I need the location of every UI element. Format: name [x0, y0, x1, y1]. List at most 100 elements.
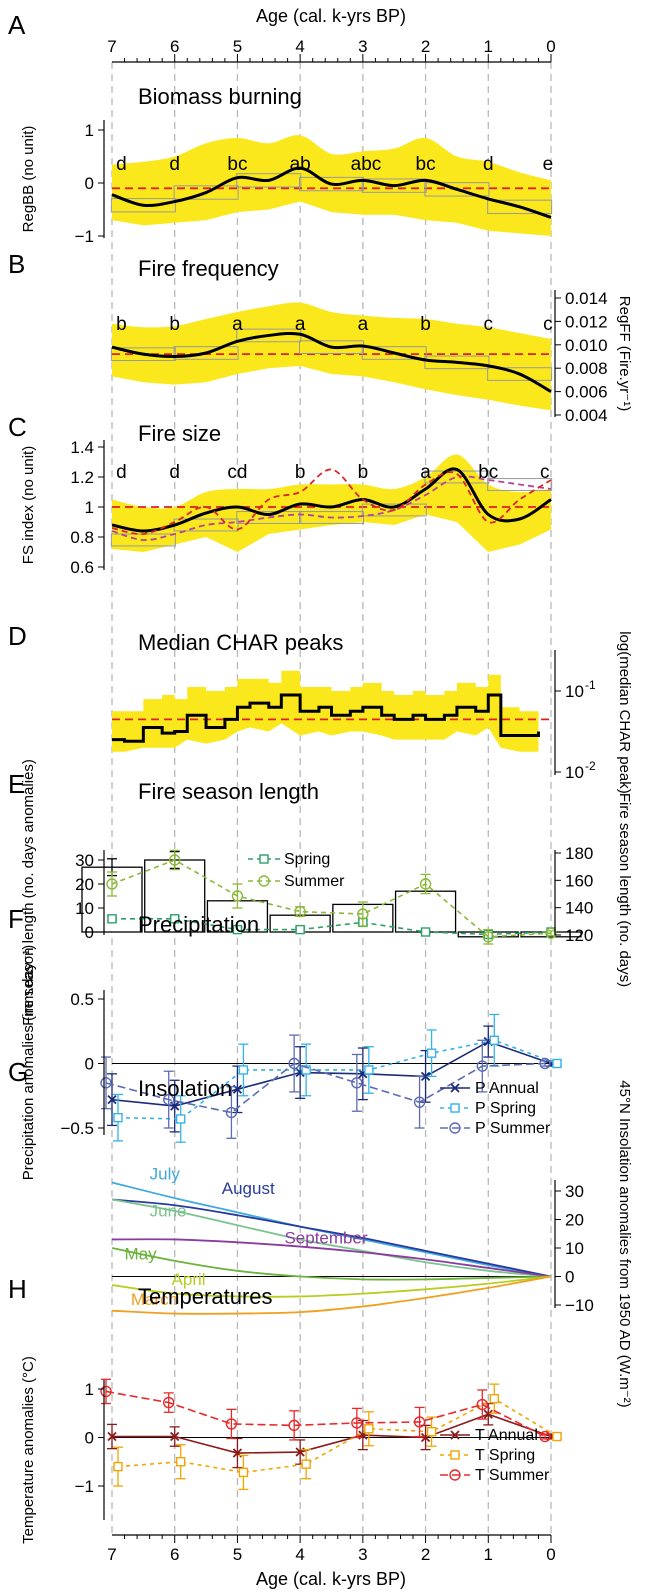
legend-label: P Annual	[475, 1080, 539, 1097]
age-tick-label: 7	[107, 1545, 116, 1564]
series-marker	[232, 924, 243, 935]
month-label: March	[131, 1290, 178, 1309]
y-tick-label: 0.8	[70, 528, 94, 547]
legend-label: T Summer	[475, 1467, 550, 1484]
series-marker	[482, 931, 494, 943]
series-marker	[357, 908, 369, 920]
series-line	[112, 918, 552, 936]
series-line	[111, 467, 552, 533]
legend-label: Spring	[284, 851, 330, 868]
y-axis-label: Temperature anomalies (°C)	[20, 1356, 37, 1544]
y-tick-label: 10	[565, 1239, 584, 1258]
series-marker	[294, 905, 306, 918]
series-line	[105, 1062, 546, 1114]
series-marker	[107, 914, 117, 924]
series-marker	[489, 1393, 499, 1404]
legend-marker	[449, 1122, 461, 1134]
series-marker	[113, 1461, 123, 1472]
series-marker	[413, 1416, 426, 1428]
age-tick-label: 0	[546, 1545, 555, 1564]
y-axis-label: RegBB (no unit)	[20, 126, 37, 233]
series-marker	[113, 1112, 123, 1123]
y-tick-exponent: -2	[585, 759, 596, 773]
insolation-curve	[111, 1198, 552, 1278]
legend-label: Summer	[284, 873, 345, 890]
y-tick-label: 0	[85, 923, 94, 942]
series-line	[111, 166, 552, 219]
panel-letter: E	[8, 769, 25, 799]
age-tick-label: 5	[233, 1545, 242, 1564]
series-marker	[170, 914, 180, 924]
panel-f: F Precipitation P Annual P Spring P Summer 0.…	[8, 904, 562, 1180]
y-axis-label: RegFF (Fire.yr⁻¹)	[616, 296, 633, 411]
group-letter: bc	[478, 462, 498, 483]
series-marker	[170, 1431, 180, 1442]
y-tick-label: 10	[565, 763, 584, 782]
series-marker	[100, 1077, 112, 1089]
series-line	[111, 468, 552, 535]
series-line	[112, 693, 540, 743]
series-marker	[545, 927, 557, 939]
legend-marker	[258, 875, 270, 887]
y-tick-label: 10	[75, 899, 94, 918]
series-marker	[238, 1065, 249, 1075]
y-tick-label: 0.010	[565, 336, 608, 355]
panel-letter: C	[8, 412, 27, 442]
panel-letter: G	[8, 1057, 28, 1087]
series-marker	[420, 1071, 431, 1082]
series-marker	[107, 1431, 117, 1442]
y-axis-label: 45°N Insolation anomalies from 1950 AD (…	[616, 1080, 633, 1407]
series-line	[112, 1413, 552, 1454]
panel-title: Fire season length	[138, 779, 319, 804]
age-tick-label: 6	[170, 37, 179, 56]
season-bar	[394, 890, 457, 933]
series-marker	[301, 1065, 311, 1075]
group-letter: b	[116, 314, 127, 335]
series-marker	[476, 1060, 488, 1072]
panel-title: Median CHAR peaks	[138, 630, 343, 655]
series-marker	[552, 1058, 562, 1069]
y-tick-label: 0	[565, 1268, 574, 1287]
y-tick-label: 1	[85, 498, 94, 517]
panel-letter: H	[8, 1274, 27, 1304]
legend-marker	[449, 1469, 461, 1481]
group-letter: c	[484, 314, 494, 335]
series-marker	[419, 878, 432, 890]
legend-label: T Annual	[475, 1427, 538, 1444]
group-letter: a	[420, 462, 431, 483]
quantile-box	[424, 182, 490, 197]
y-tick-label: −1	[75, 227, 94, 246]
quantile-box	[299, 511, 364, 524]
y-tick-label: 0	[85, 1429, 94, 1448]
age-tick-label: 2	[421, 37, 430, 56]
age-tick-label: 2	[421, 1545, 430, 1564]
series-marker	[426, 1426, 437, 1437]
y-tick-exponent: -1	[585, 678, 596, 692]
y-axis-label: Precipitation anomalies (mm.day⁻¹)	[20, 945, 37, 1181]
group-letter: a	[295, 314, 306, 335]
group-letter: cd	[227, 462, 247, 483]
y-axis-label: FS index (no unit)	[20, 446, 37, 564]
panel-e: E Fire season length Spring Summer 30 20 10 0 Fi…	[8, 759, 633, 1026]
group-letter: c	[543, 314, 553, 335]
group-letter: b	[358, 462, 369, 483]
y2-axis-label: Fire season length (no. days)	[616, 793, 633, 987]
y-tick-label: 0.008	[565, 359, 608, 378]
legend-marker	[450, 1103, 460, 1113]
month-label: April	[172, 1270, 206, 1289]
legend-marker	[450, 1083, 460, 1093]
quantile-box	[236, 173, 302, 188]
series-line	[111, 859, 552, 938]
top-axis-label: Age (cal. k-yrs BP)	[256, 6, 406, 26]
series-marker	[426, 1048, 437, 1058]
quantile-box	[487, 199, 553, 215]
group-letter: a	[232, 314, 243, 335]
month-label: May	[125, 1244, 158, 1263]
group-letter: d	[483, 154, 494, 175]
age-tick-label: 0	[546, 37, 555, 56]
y-tick-label: 0	[85, 1055, 94, 1074]
series-marker	[238, 1467, 249, 1478]
age-tick-label: 5	[233, 37, 242, 56]
